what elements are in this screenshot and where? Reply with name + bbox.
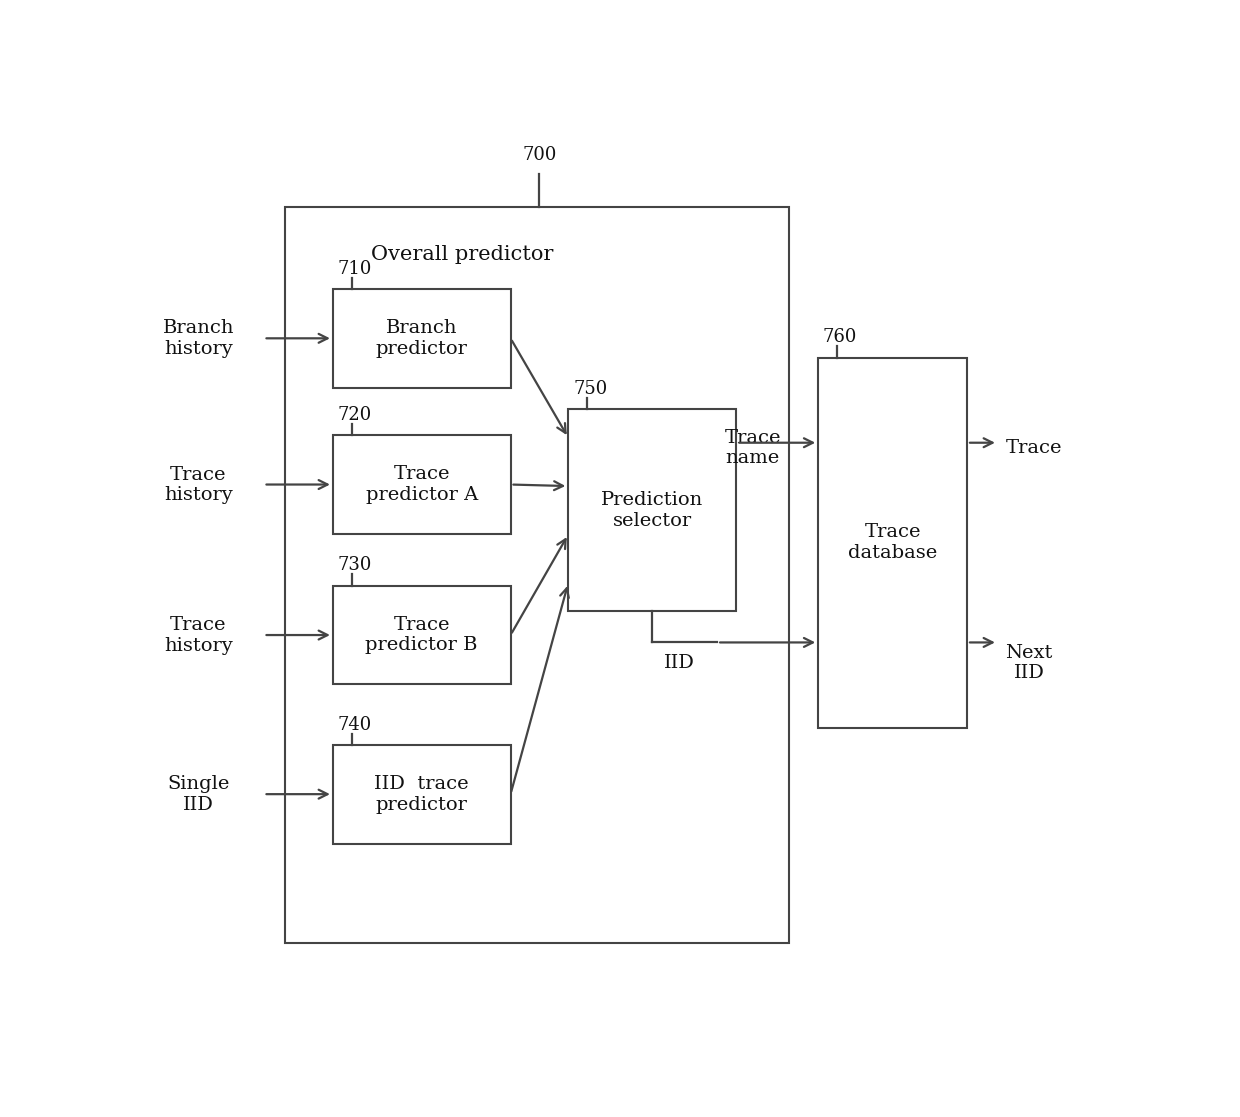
Text: Trace: Trace <box>1006 439 1061 457</box>
Text: IID  trace
predictor: IID trace predictor <box>374 775 469 813</box>
Text: Single
IID: Single IID <box>167 775 229 814</box>
Text: 740: 740 <box>337 716 372 734</box>
Bar <box>285 207 789 943</box>
Text: 700: 700 <box>522 146 557 164</box>
Text: Trace
database: Trace database <box>848 523 937 562</box>
Text: Trace
predictor A: Trace predictor A <box>366 465 477 504</box>
Bar <box>332 289 511 388</box>
Text: 730: 730 <box>337 556 372 574</box>
Bar <box>332 585 511 685</box>
Text: 710: 710 <box>337 259 372 278</box>
Text: Trace
history: Trace history <box>164 466 233 505</box>
Text: 720: 720 <box>337 405 372 423</box>
Text: Overall predictor: Overall predictor <box>371 245 553 264</box>
Text: 750: 750 <box>573 380 608 398</box>
Bar <box>568 409 737 611</box>
Text: 760: 760 <box>823 328 857 346</box>
Bar <box>332 436 511 534</box>
Text: Trace
predictor B: Trace predictor B <box>366 615 477 655</box>
Text: Branch
predictor: Branch predictor <box>376 319 467 357</box>
Text: Branch
history: Branch history <box>162 319 234 359</box>
Text: Next
IID: Next IID <box>1006 643 1053 682</box>
Text: Prediction
selector: Prediction selector <box>601 491 703 529</box>
Text: Trace
name: Trace name <box>724 429 781 467</box>
Bar <box>332 745 511 843</box>
Text: Trace
history: Trace history <box>164 617 233 655</box>
Text: IID: IID <box>665 653 696 672</box>
Bar <box>818 357 967 727</box>
